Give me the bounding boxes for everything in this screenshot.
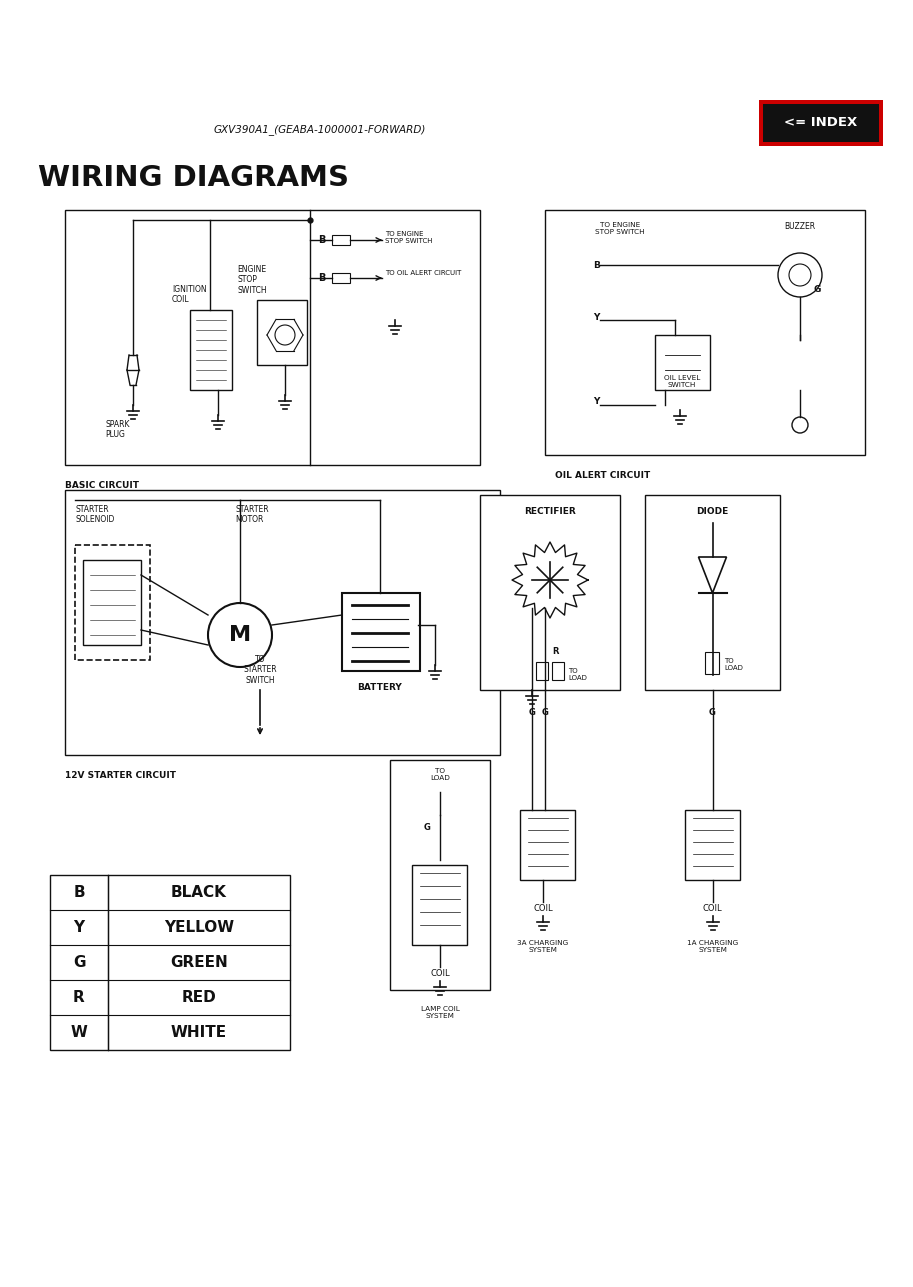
Bar bbox=[412, 865, 467, 945]
Text: GXV390A1_(GEABA-1000001-FORWARD): GXV390A1_(GEABA-1000001-FORWARD) bbox=[214, 125, 426, 135]
Bar bbox=[685, 810, 740, 880]
Text: TO
STARTER
SWITCH: TO STARTER SWITCH bbox=[243, 655, 277, 685]
Text: RED: RED bbox=[182, 990, 216, 1005]
Text: BASIC CIRCUIT: BASIC CIRCUIT bbox=[65, 481, 139, 490]
Text: TO
LOAD: TO LOAD bbox=[568, 668, 587, 681]
Text: TO
LOAD: TO LOAD bbox=[725, 658, 743, 671]
Text: TO ENGINE
STOP SWITCH: TO ENGINE STOP SWITCH bbox=[595, 221, 645, 236]
Text: LAMP COIL
SYSTEM: LAMP COIL SYSTEM bbox=[421, 1006, 459, 1019]
Text: YELLOW: YELLOW bbox=[164, 920, 234, 934]
Bar bbox=[65, 490, 500, 755]
Text: B: B bbox=[318, 273, 325, 283]
Text: STARTER
MOTOR: STARTER MOTOR bbox=[235, 505, 268, 524]
Text: G: G bbox=[541, 708, 549, 717]
Bar bbox=[390, 761, 490, 990]
Text: B: B bbox=[593, 260, 600, 269]
Text: B: B bbox=[318, 236, 325, 245]
Text: STARTER
SOLENOID: STARTER SOLENOID bbox=[75, 505, 114, 524]
Text: G: G bbox=[73, 955, 85, 970]
Bar bbox=[763, 104, 879, 142]
Bar bbox=[65, 210, 480, 465]
Text: 3A CHARGING
SYSTEM: 3A CHARGING SYSTEM bbox=[518, 940, 569, 952]
Text: W: W bbox=[70, 1024, 88, 1040]
Bar bbox=[645, 495, 780, 690]
Text: Y: Y bbox=[73, 920, 85, 934]
Bar bbox=[257, 300, 307, 366]
Circle shape bbox=[789, 264, 811, 286]
Bar bbox=[50, 875, 290, 1050]
Text: <= INDEX: <= INDEX bbox=[784, 117, 857, 130]
Bar bbox=[520, 810, 575, 880]
Text: BUZZER: BUZZER bbox=[784, 221, 815, 230]
Text: 1A CHARGING
SYSTEM: 1A CHARGING SYSTEM bbox=[687, 940, 738, 952]
Bar bbox=[83, 560, 141, 645]
Circle shape bbox=[792, 417, 808, 432]
Circle shape bbox=[208, 604, 272, 667]
Text: Y: Y bbox=[593, 314, 599, 323]
Bar bbox=[332, 273, 350, 283]
Text: OIL ALERT CIRCUIT: OIL ALERT CIRCUIT bbox=[555, 471, 650, 480]
Text: B: B bbox=[73, 885, 85, 900]
Text: TO ENGINE
STOP SWITCH: TO ENGINE STOP SWITCH bbox=[385, 230, 433, 245]
Bar bbox=[332, 236, 350, 245]
Text: WIRING DIAGRAMS: WIRING DIAGRAMS bbox=[38, 163, 349, 192]
Text: Y: Y bbox=[593, 398, 599, 407]
Circle shape bbox=[275, 326, 295, 345]
Bar bbox=[705, 653, 719, 674]
Bar bbox=[190, 310, 232, 390]
Text: RECTIFIER: RECTIFIER bbox=[524, 507, 576, 516]
Bar bbox=[552, 662, 564, 680]
Text: M: M bbox=[229, 625, 251, 645]
Bar bbox=[545, 210, 865, 456]
Text: COIL: COIL bbox=[533, 903, 552, 912]
Bar bbox=[480, 495, 620, 690]
Text: GREEN: GREEN bbox=[170, 955, 228, 970]
Text: ENGINE
STOP
SWITCH: ENGINE STOP SWITCH bbox=[237, 265, 267, 295]
Text: G: G bbox=[529, 708, 535, 717]
Text: COIL: COIL bbox=[703, 903, 722, 912]
Text: IGNITION
COIL: IGNITION COIL bbox=[172, 284, 206, 305]
Text: R: R bbox=[73, 990, 85, 1005]
Text: OIL LEVEL
SWITCH: OIL LEVEL SWITCH bbox=[664, 375, 700, 387]
Text: BLACK: BLACK bbox=[171, 885, 227, 900]
Text: SPARK
PLUG: SPARK PLUG bbox=[105, 420, 130, 439]
Polygon shape bbox=[698, 557, 727, 593]
Text: DIODE: DIODE bbox=[697, 507, 729, 516]
Text: G: G bbox=[814, 286, 822, 295]
Bar bbox=[655, 335, 710, 390]
Text: 12V STARTER CIRCUIT: 12V STARTER CIRCUIT bbox=[65, 771, 176, 780]
Text: G: G bbox=[709, 708, 716, 717]
Text: TO OIL ALERT CIRCUIT: TO OIL ALERT CIRCUIT bbox=[385, 270, 461, 275]
Text: G: G bbox=[424, 824, 431, 833]
Text: WHITE: WHITE bbox=[171, 1024, 227, 1040]
Text: BATTERY: BATTERY bbox=[358, 683, 403, 692]
Circle shape bbox=[778, 254, 822, 297]
Bar bbox=[75, 544, 150, 660]
Text: TO
LOAD: TO LOAD bbox=[430, 768, 450, 781]
Bar bbox=[342, 593, 420, 671]
Bar bbox=[759, 100, 883, 145]
Text: COIL: COIL bbox=[430, 969, 450, 978]
Bar bbox=[536, 662, 548, 680]
Text: R: R bbox=[552, 647, 559, 656]
